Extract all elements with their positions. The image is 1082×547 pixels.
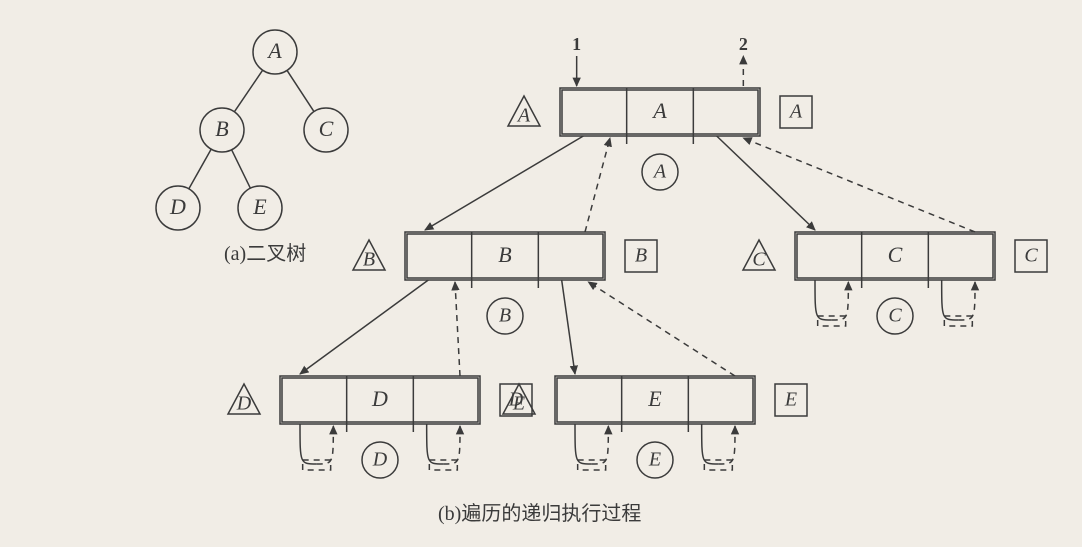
preorder-label-e: E — [512, 393, 525, 415]
null-return-d-l — [317, 426, 334, 464]
call-a-b — [425, 136, 583, 230]
null-call-d-r — [427, 424, 444, 464]
return-c-a — [743, 138, 975, 232]
tree-node-label-c: C — [319, 116, 334, 141]
entry-1-label: 1 — [572, 34, 581, 54]
tree-node-label-e: E — [252, 194, 267, 219]
frame-label-a: A — [651, 98, 667, 123]
call-a-c — [717, 136, 815, 230]
postorder-label-e: E — [784, 389, 797, 411]
null-frame-c-l — [818, 316, 846, 326]
null-call-e-r — [702, 424, 719, 464]
return-d-b — [455, 282, 460, 376]
frame-label-b: B — [498, 242, 511, 267]
call-b-d — [300, 280, 428, 374]
inorder-label-d: D — [372, 449, 388, 471]
frame-d: DDDD — [228, 376, 532, 478]
null-frame-e-l — [578, 460, 606, 470]
diagram-root: A B C D E (a)二叉树 A A A A B B B B C C C C D D D D E E E E 1 2 (b)遍… — [0, 0, 1082, 547]
null-return-d-r — [443, 426, 460, 464]
preorder-label-b: B — [363, 249, 375, 271]
postorder-label-c: C — [1024, 245, 1038, 267]
exit-2-label: 2 — [739, 34, 748, 54]
preorder-label-a: A — [516, 105, 531, 127]
return-e-b — [588, 282, 735, 376]
inorder-label-a: A — [652, 161, 667, 183]
null-call-c-l — [815, 280, 832, 320]
null-frame-e-r — [704, 460, 732, 470]
null-call-e-l — [575, 424, 592, 464]
return-b-a — [585, 138, 610, 232]
caption-a: (a)二叉树 — [224, 242, 306, 265]
preorder-label-c: C — [752, 249, 766, 271]
null-call-c-r — [942, 280, 959, 320]
null-frame-d-r — [429, 460, 457, 470]
postorder-label-b: B — [635, 245, 647, 267]
null-frame-d-l — [303, 460, 331, 470]
null-call-d-l — [300, 424, 317, 464]
binary-tree: A B C D E — [156, 30, 348, 230]
null-return-c-l — [832, 282, 849, 320]
preorder-label-d: D — [236, 393, 252, 415]
null-return-e-l — [592, 426, 609, 464]
inorder-label-b: B — [499, 305, 511, 327]
tree-node-label-d: D — [169, 194, 186, 219]
frame-b: B B B B — [353, 232, 657, 334]
tree-node-label-a: A — [266, 38, 282, 63]
recursion-process: AAAABBBBCCCCDDDDEEEE12 — [228, 34, 1047, 478]
null-return-c-r — [958, 282, 975, 320]
call-b-e — [562, 280, 575, 374]
null-frame-c-r — [944, 316, 972, 326]
inorder-label-e: E — [648, 449, 661, 471]
frame-a: A A A A — [508, 88, 812, 190]
frame-label-e: E — [647, 386, 662, 411]
frame-label-d: D — [371, 386, 388, 411]
frame-label-c: C — [888, 242, 903, 267]
frame-e: E E E E — [503, 376, 807, 478]
tree-node-label-b: B — [215, 116, 228, 141]
caption-b: (b)遍历的递归执行过程 — [438, 502, 641, 525]
inorder-label-c: C — [888, 305, 902, 327]
frame-c: C C C C — [743, 232, 1047, 334]
postorder-label-a: A — [788, 101, 803, 123]
null-return-e-r — [718, 426, 735, 464]
